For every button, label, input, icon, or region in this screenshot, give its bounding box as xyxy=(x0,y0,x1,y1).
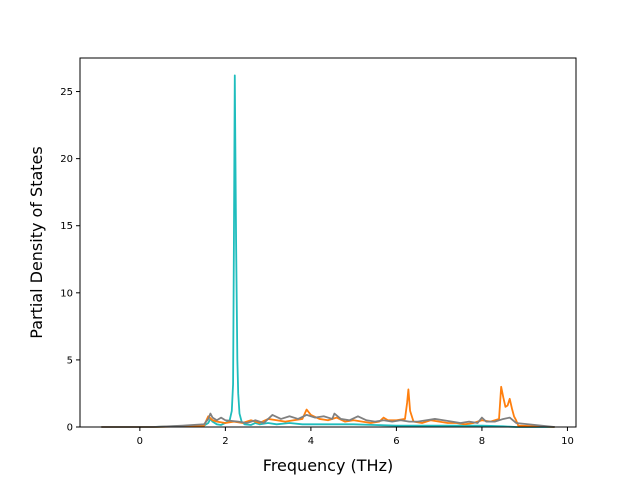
y-axis-label: Partial Density of States xyxy=(27,146,46,338)
axes-frame xyxy=(79,57,577,428)
y-tick-label: 20 xyxy=(60,154,73,165)
x-tick-label: 10 xyxy=(561,436,574,447)
series-layer xyxy=(101,74,555,428)
x-tick-label: 6 xyxy=(393,436,399,447)
y-tick-label: 15 xyxy=(60,221,73,232)
plot-area: 0 2 4 6 8 10 0 5 10 15 20 25 xyxy=(60,57,577,447)
series-line-3 xyxy=(101,412,555,428)
x-axis-label: Frequency (THz) xyxy=(263,456,393,475)
x-tick-label: 0 xyxy=(137,436,143,447)
y-tick-label: 25 xyxy=(60,87,73,98)
x-axis-ticks: 0 2 4 6 8 10 xyxy=(137,427,574,447)
x-tick-label: 2 xyxy=(222,436,228,447)
x-tick-label: 4 xyxy=(308,436,314,447)
y-tick-label: 0 xyxy=(67,423,73,434)
y-tick-label: 10 xyxy=(60,288,73,299)
x-tick-label: 8 xyxy=(479,436,485,447)
y-tick-label: 5 xyxy=(67,355,73,366)
y-axis-ticks: 0 5 10 15 20 25 xyxy=(60,87,80,434)
